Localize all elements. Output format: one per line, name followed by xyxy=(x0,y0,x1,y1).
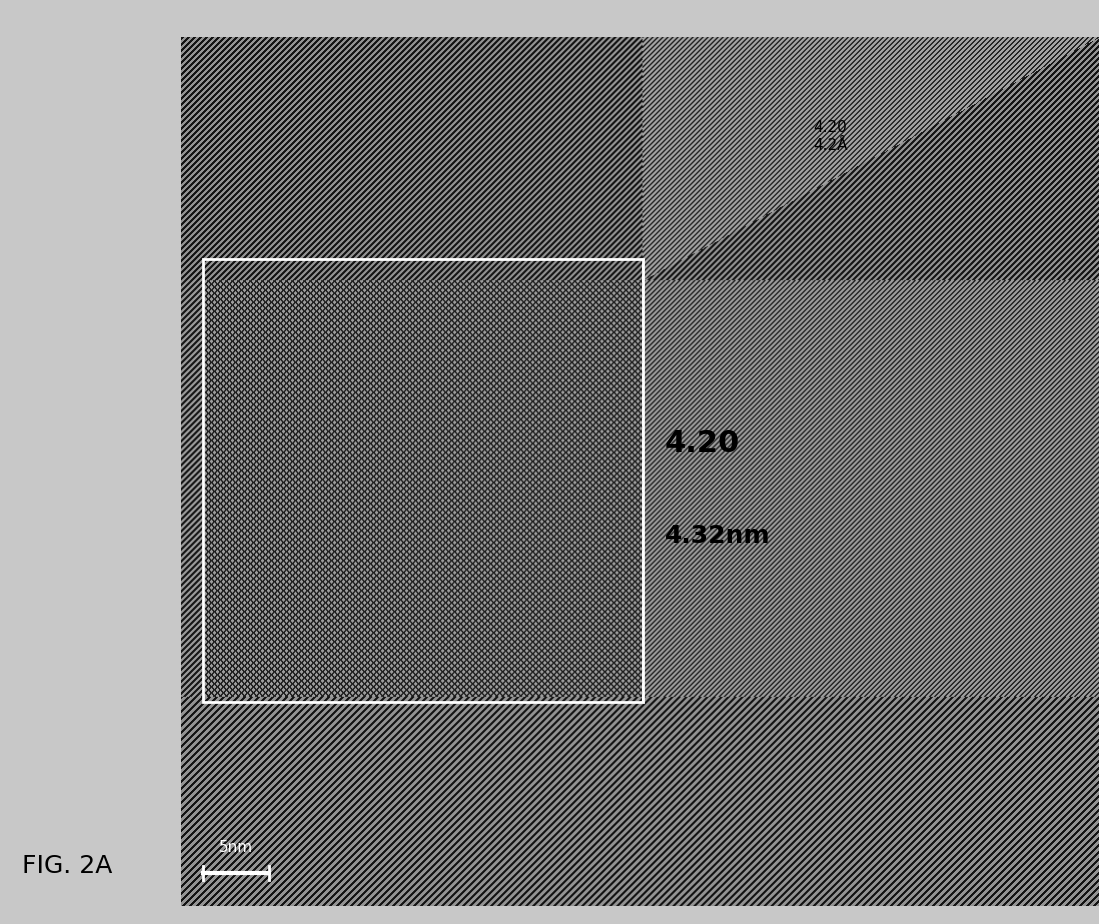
Bar xyxy=(203,259,643,702)
Text: 4.20: 4.20 xyxy=(665,429,740,458)
Text: 4.32nm: 4.32nm xyxy=(665,524,770,548)
Text: 4.20
4.2Å: 4.20 4.2Å xyxy=(813,120,847,152)
Text: 5nm: 5nm xyxy=(219,840,254,855)
Text: FIG. 2A: FIG. 2A xyxy=(22,854,112,878)
